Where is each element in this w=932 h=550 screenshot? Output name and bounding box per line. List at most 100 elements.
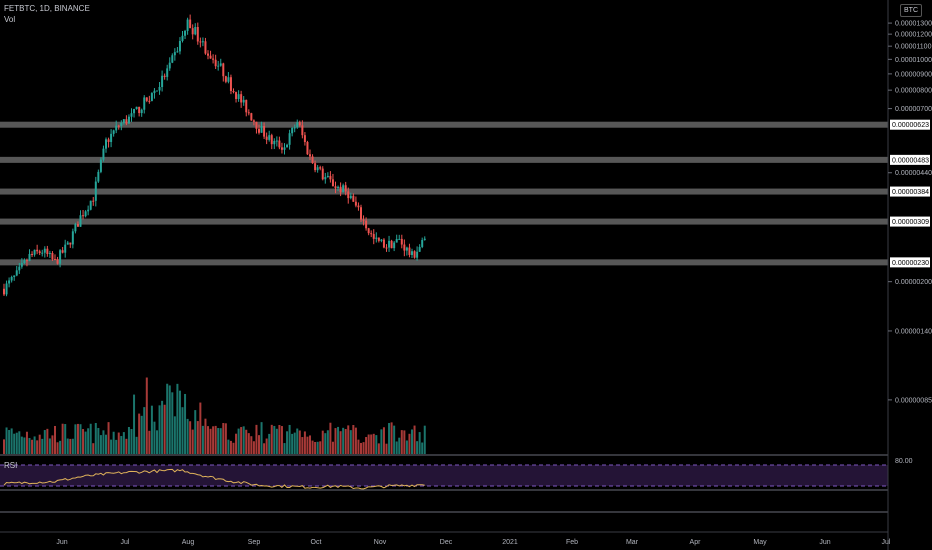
candle-body	[54, 259, 56, 261]
volume-bar	[263, 443, 266, 454]
candle-body	[283, 147, 286, 150]
volume-bar	[3, 439, 5, 454]
x-tick-label: Feb	[566, 539, 578, 546]
candle-body	[235, 92, 238, 99]
candle-body	[135, 106, 138, 109]
candle-body	[265, 136, 268, 140]
candle-body	[156, 90, 158, 92]
candle-body	[240, 94, 243, 103]
volume-bar	[245, 429, 248, 454]
candle-body	[117, 125, 120, 127]
volume-bar	[385, 443, 388, 454]
candle-body	[33, 249, 36, 255]
volume-bar	[219, 428, 222, 454]
time-axis[interactable]: Jun Jul Aug Sep Oct Nov Dec 2021 Feb Mar Apr May Jun…	[56, 539, 891, 546]
candle-body	[365, 220, 368, 229]
candle-body	[97, 171, 100, 182]
candle-body	[382, 239, 385, 248]
candle-body	[367, 228, 370, 234]
y-tick-label: 0.00001300	[895, 21, 932, 28]
volume-bar	[204, 418, 207, 454]
volume-bar	[74, 424, 77, 454]
candle-body	[48, 252, 51, 254]
rsi-label: RSI	[4, 461, 18, 470]
candle-body	[163, 75, 166, 77]
candle-body	[176, 51, 179, 53]
volume-bar	[168, 385, 171, 454]
volume-bar	[5, 427, 8, 454]
volume-bar	[23, 437, 26, 454]
volume-bar	[196, 421, 199, 454]
candle-body	[87, 209, 90, 212]
volume-bar	[298, 430, 301, 454]
candle-body	[408, 247, 411, 255]
volume-bar	[423, 425, 426, 454]
volume-bar	[33, 436, 36, 454]
volume-bar	[319, 441, 322, 454]
volume-bar	[367, 434, 370, 454]
y-tick-label: 0.00001000	[895, 57, 932, 64]
candle-body	[388, 240, 391, 248]
volume-bar	[189, 421, 192, 454]
candle-body	[130, 113, 133, 117]
candle-body	[326, 175, 329, 178]
volume-bar	[375, 435, 378, 454]
candle-body	[403, 244, 406, 251]
candle-body	[61, 250, 64, 253]
volume-bar	[250, 436, 253, 454]
candle-body	[245, 99, 248, 113]
candle-body	[421, 239, 424, 247]
candle-body	[331, 179, 334, 187]
candle-body	[148, 100, 151, 102]
volume-bar	[331, 441, 334, 454]
volume-bar	[150, 405, 153, 454]
candle-body	[46, 248, 49, 254]
volume-bar	[408, 433, 411, 454]
candle-body	[411, 251, 413, 255]
volume-bar	[209, 428, 212, 454]
candle-body	[84, 211, 87, 217]
volume-bar	[293, 432, 296, 454]
volume-bar	[296, 428, 299, 454]
volume-bar	[403, 430, 406, 454]
candle-body	[291, 127, 294, 134]
candle-body	[36, 249, 39, 252]
candle-body	[255, 121, 258, 129]
candle-body	[354, 201, 357, 206]
volume-bar	[135, 436, 138, 454]
price-axis[interactable]: 0.00001300 0.00001200 0.00001100 0.00001000…	[888, 21, 932, 405]
volume-bar	[97, 427, 100, 454]
y-tick-label: 0.00000800	[895, 88, 932, 95]
x-tick-label: 2021	[502, 539, 518, 546]
volume-bar	[255, 424, 258, 454]
volume-bar	[163, 404, 166, 454]
x-tick-label: Jun	[56, 539, 67, 546]
volume-bar	[398, 437, 401, 454]
volume-bar	[280, 426, 283, 454]
volume-bar	[357, 439, 360, 454]
volume-bar	[370, 434, 373, 454]
candle-body	[309, 154, 311, 157]
volume-bar	[107, 422, 110, 454]
level-band	[0, 156, 888, 163]
candle-body	[337, 186, 340, 189]
volume-bar	[173, 416, 176, 454]
currency-badge[interactable]: BTC	[900, 4, 922, 17]
candle-body	[171, 55, 174, 63]
candle-body	[92, 200, 95, 202]
volume-bar	[161, 400, 164, 454]
candle-body	[270, 135, 273, 145]
candle-body	[161, 75, 164, 88]
volume-bar	[232, 442, 235, 454]
candle-body	[8, 280, 11, 284]
volume-bar	[212, 426, 215, 454]
candle-body	[196, 27, 199, 42]
candle-body	[400, 238, 403, 245]
price-level-box	[890, 154, 930, 165]
volume-bar	[127, 426, 130, 454]
candle-body	[311, 156, 314, 164]
volume-bar	[400, 430, 403, 454]
volume-bar	[69, 438, 72, 454]
volume-bar	[303, 431, 306, 454]
